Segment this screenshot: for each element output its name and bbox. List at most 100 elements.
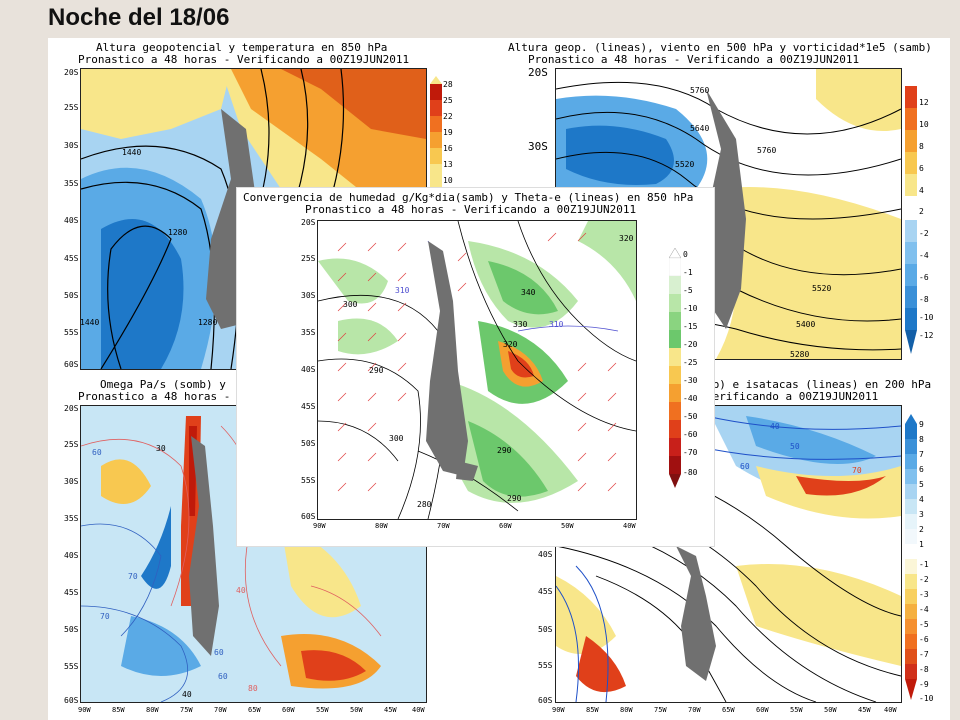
lon-label: 80W: [146, 706, 159, 714]
colorbar-tick: -50: [683, 412, 698, 421]
lat-label: 55S: [64, 328, 79, 337]
colorbar-tick: -6: [919, 273, 929, 282]
lat-label: 30S: [64, 141, 79, 150]
lat-label: 50S: [64, 291, 79, 300]
colorbar-tick: -8: [919, 295, 929, 304]
contour-label: 70: [128, 572, 138, 581]
contour-label: 5520: [812, 284, 832, 293]
lat-label: 20S: [64, 68, 79, 77]
colorbar-tick: 8: [919, 435, 924, 444]
lon-label: 60W: [756, 706, 769, 714]
panel-title: Omega Pa/s (somb) y: [100, 378, 226, 391]
contour-label: 1440: [80, 318, 100, 327]
colorbar-tick: -5: [683, 286, 693, 295]
contour-label: 300: [389, 434, 404, 443]
colorbar-tick: -12: [919, 331, 934, 340]
colorbar-tick: 28: [443, 80, 453, 89]
lat-label: 45S: [538, 587, 553, 596]
colorbar-tick: 3: [919, 510, 924, 519]
colorbar-tick: -4: [919, 605, 929, 614]
colorbar-tick: -25: [683, 358, 698, 367]
lon-label: 75W: [180, 706, 193, 714]
map-moisture-convergence-graphic: [318, 221, 636, 519]
lat-label: 25S: [301, 254, 316, 263]
lat-label: 45S: [301, 402, 316, 411]
panel-subtitle: Pronastico a 48 horas - Verificando a 00…: [305, 203, 637, 216]
contour-label: 5640: [690, 124, 710, 133]
lat-label: 20S: [301, 218, 316, 227]
slide-title: Noche del 18/06: [48, 4, 230, 31]
panel-subtitle: Pronastico a 48 horas - Verificando a 00…: [528, 53, 860, 66]
panel-moisture-convergence: Convergencia de humedad g/Kg*dia(samb) y…: [237, 188, 714, 546]
lon-label: 45W: [858, 706, 871, 714]
colorbar-tick: 6: [919, 465, 924, 474]
colorbar-tick: 22: [443, 112, 453, 121]
colorbar-tick: -2: [919, 575, 929, 584]
contour-label: 330: [513, 320, 528, 329]
contour-label: 1280: [198, 318, 218, 327]
lat-label: 60S: [301, 512, 316, 521]
lon-label: 50W: [824, 706, 837, 714]
lon-label: 90W: [552, 706, 565, 714]
lat-label: 35S: [64, 514, 79, 523]
contour-label: 30: [156, 444, 166, 453]
contour-label: 60: [740, 462, 750, 471]
panel-title: Altura geop. (lineas), viento en 500 hPa…: [508, 41, 932, 54]
lon-label: 90W: [313, 522, 326, 530]
lat-label: 30S: [64, 477, 79, 486]
colorbar-tick: 2: [919, 207, 924, 216]
lat-label: 35S: [64, 179, 79, 188]
colorbar-tick: -7: [919, 650, 929, 659]
colorbar-tick: -1: [683, 268, 693, 277]
contour-label: 70: [100, 612, 110, 621]
colorbar-tick: 1: [919, 540, 924, 549]
lat-label: 55S: [538, 661, 553, 670]
lon-label: 40W: [623, 522, 636, 530]
lat-label: 40S: [301, 365, 316, 374]
panel-subtitle: Verificando a 00Z19JUN2011: [706, 390, 879, 403]
contour-label: 300: [343, 300, 358, 309]
colorbar-tick: 7: [919, 450, 924, 459]
contour-label: 40: [770, 422, 780, 431]
colorbar-tick: 4: [919, 186, 924, 195]
colorbar-tick: 12: [919, 98, 929, 107]
colorbar-tick: -1: [919, 560, 929, 569]
lat-label: 50S: [538, 625, 553, 634]
colorbar-200hpa: [905, 414, 917, 700]
contour-label: 60: [214, 648, 224, 657]
contour-label: 290: [369, 366, 384, 375]
lat-label: 45S: [64, 588, 79, 597]
colorbar-tick: 5: [919, 480, 924, 489]
contour-label: 40: [236, 586, 246, 595]
colorbar-tick: -30: [683, 376, 698, 385]
lon-label: 65W: [248, 706, 261, 714]
lat-label: 60S: [538, 696, 553, 705]
colorbar-tick: 13: [443, 160, 453, 169]
lon-label: 70W: [437, 522, 450, 530]
lat-label: 40S: [64, 216, 79, 225]
colorbar-tick: -9: [919, 680, 929, 689]
colorbar-tick: -8: [919, 665, 929, 674]
contour-label: 340: [521, 288, 536, 297]
contour-label: 290: [497, 446, 512, 455]
panel-title: mb) e isatacas (lineas) en 200 hPa: [706, 378, 932, 391]
colorbar-tick: 6: [919, 164, 924, 173]
colorbar-tick: 25: [443, 96, 453, 105]
colorbar-tick: -70: [683, 448, 698, 457]
lon-label: 45W: [384, 706, 397, 714]
colorbar-tick: -80: [683, 468, 698, 477]
contour-label: 40: [182, 690, 192, 699]
lon-label: 55W: [790, 706, 803, 714]
lat-label: 20S: [64, 404, 79, 413]
colorbar-tick: -40: [683, 394, 698, 403]
panel-subtitle: Pronastico a 48 horas - Ve: [78, 390, 251, 403]
colorbar-tick: -10: [919, 313, 934, 322]
panel-title: Altura geopotencial y temperatura en 850…: [96, 41, 388, 54]
lat-label: 50S: [64, 625, 79, 634]
lon-label: 80W: [620, 706, 633, 714]
colorbar-tick: 16: [443, 144, 453, 153]
contour-label: 80: [248, 684, 258, 693]
contour-label: 320: [503, 340, 518, 349]
contour-label: 5280: [790, 350, 810, 359]
lat-label: 30S: [528, 140, 548, 153]
